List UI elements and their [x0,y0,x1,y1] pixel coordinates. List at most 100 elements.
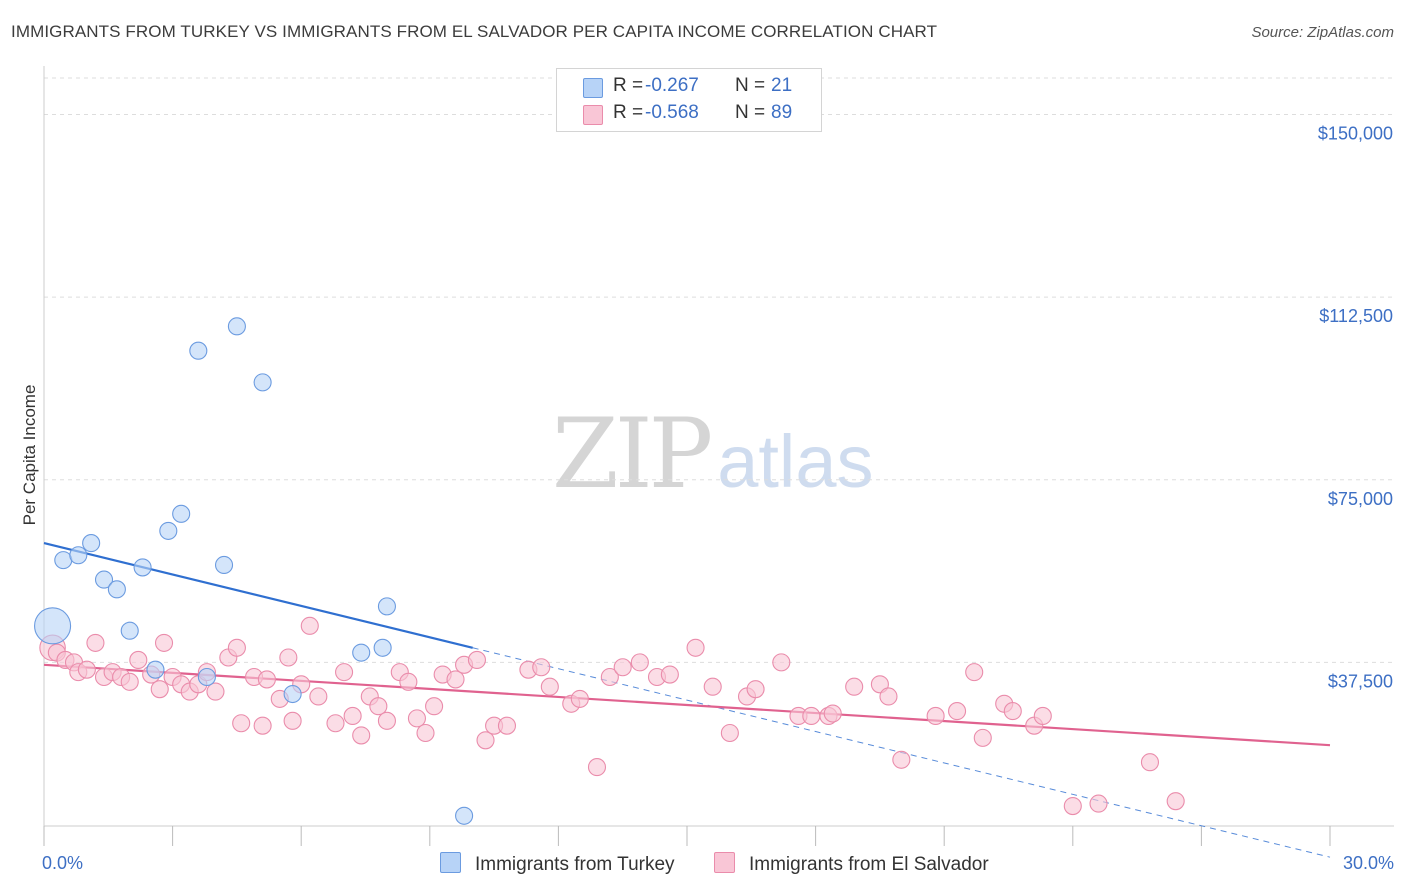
bottom-legend-turkey: Immigrants from Turkey [440,852,675,876]
turkey-point [189,341,208,360]
x-tick-label-max: 30.0% [1343,853,1394,873]
y-tick-label: $37,500 [1328,671,1393,691]
r-value: -0.267 [645,75,699,96]
elsalvador-point [540,677,559,696]
turkey-point [172,504,191,523]
elsalvador-legend-swatch [714,852,735,873]
elsalvador-point [352,726,371,745]
bottom-legend-elsalvador: Immigrants from El Salvador [714,852,989,876]
elsalvador-point [416,723,435,743]
elsalvador-point [77,660,96,679]
chart-title: IMMIGRANTS FROM TURKEY VS IMMIGRANTS FRO… [11,22,938,41]
n-label: N = [735,102,766,123]
elsalvador-point [425,697,444,716]
turkey-point [253,373,272,392]
elsalvador-point [823,704,842,723]
elsalvador-point [309,687,328,706]
y-tick-label: $112,500 [1319,306,1393,326]
y-tick-label: $150,000 [1318,124,1393,144]
elsalvador-point [476,731,495,750]
n-value: 21 [771,75,793,96]
elsalvador-point [120,672,139,691]
turkey-point [283,684,302,704]
elsalvador-point [343,706,362,725]
elsalvador-point [570,689,589,708]
elsalvador-point [892,750,911,769]
turkey-point [54,551,73,570]
elsalvador-points [39,616,1185,816]
turkey-point [120,621,139,640]
elsalvador-point [335,663,354,682]
elsalvador-point [86,633,105,652]
turkey-point [34,607,72,645]
n-label: N = [735,75,766,96]
elsalvador-point [630,653,649,672]
turkey-trend-line [43,542,473,649]
elsalvador-point [587,758,607,777]
elsalvador-point [154,633,174,652]
elsalvador-point [1166,792,1185,811]
elsalvador-point [283,711,302,730]
elsalvador-point [703,677,722,696]
elsalvador-point [600,667,619,687]
elsalvador-point [879,687,898,706]
turkey-legend-label: Immigrants from Turkey [475,854,675,875]
elsalvador-point [257,670,276,689]
elsalvador-point [746,680,765,699]
grid-lines [44,77,1394,663]
turkey-points [34,317,474,825]
x-tick-marks [43,826,1331,846]
elsalvador-point [1003,702,1022,721]
n-value: 89 [771,102,793,123]
elsalvador-point [1140,753,1160,772]
elsalvador-legend-label: Immigrants from El Salvador [749,854,989,875]
elsalvador-point [845,677,864,696]
elsalvador-point [369,697,388,716]
elsalvador-trend-line [43,663,1331,747]
elsalvador-point [532,658,551,677]
elsalvador-point [253,716,272,735]
elsalvador-point [279,648,298,667]
elsalvador-point [227,638,246,657]
elsalvador-point [399,672,418,691]
elsalvador-point [772,653,791,672]
stats-legend: R = -0.267 N = 21 R = -0.568 N = 89 [556,68,822,132]
elsalvador-point [686,638,705,657]
y-tick-labels: $37,500 $75,000 $112,500 $150,000 [1318,124,1393,692]
watermark-atlas: atlas [717,420,874,503]
elsalvador-point [300,616,319,635]
turkey-point [214,555,234,575]
elsalvador-point [407,709,426,728]
source-label: Source: ZipAtlas.com [1251,24,1394,41]
r-label: R = [613,102,644,123]
elsalvador-point [377,711,396,730]
elsalvador-point [129,650,148,669]
turkey-point [197,667,216,687]
trend-lines [43,542,1331,858]
y-axis-label: Per Capita Income [20,385,39,526]
x-tick-label-min: 0.0% [42,853,83,873]
elsalvador-point [802,706,821,725]
r-value: -0.568 [645,102,699,123]
elsalvador-point [613,658,632,677]
elsalvador-point [1063,796,1082,816]
elsalvador-point [467,650,487,669]
elsalvador-point [1089,794,1108,813]
elsalvador-point [973,728,992,747]
elsalvador-point [150,680,169,699]
elsalvador-swatch [583,105,603,125]
turkey-legend-swatch [440,852,461,873]
turkey-point [227,317,246,336]
turkey-swatch [583,78,603,98]
turkey-point [377,597,396,616]
elsalvador-point [965,663,984,682]
elsalvador-point [446,670,465,689]
turkey-point [94,570,114,589]
elsalvador-point [232,714,251,733]
turkey-point [352,643,371,662]
elsalvador-point [326,714,345,733]
turkey-point [69,546,88,565]
elsalvador-point [497,716,517,735]
elsalvador-point [206,682,225,701]
turkey-point [455,806,474,825]
